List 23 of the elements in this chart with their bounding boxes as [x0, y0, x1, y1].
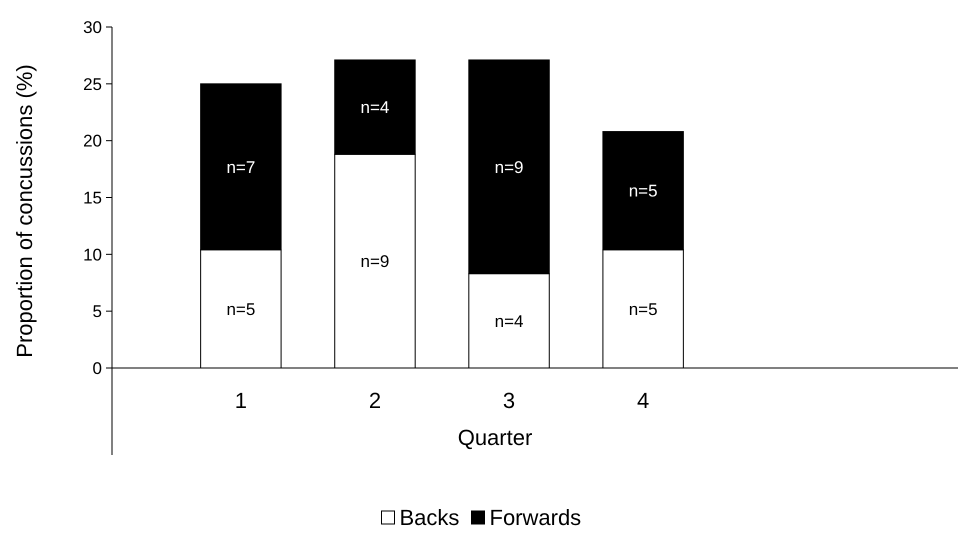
y-tick-label: 20	[83, 132, 102, 151]
legend-label: Forwards	[490, 505, 582, 530]
y-tick-label: 5	[92, 302, 102, 322]
legend-label: Backs	[400, 505, 460, 530]
y-tick-label: 15	[83, 188, 102, 208]
annotation: n=5	[628, 300, 658, 319]
annotation: n=9	[494, 158, 524, 177]
x-axis-title: Quarter	[458, 425, 532, 450]
annotation: n=5	[628, 182, 658, 201]
annotation: n=4	[360, 98, 390, 118]
annotation: n=9	[360, 252, 390, 272]
x-tick-label: 1	[234, 388, 247, 413]
y-axis-title: Proportion of concussions (%)	[12, 64, 37, 358]
y-tick-label: 30	[83, 18, 102, 37]
annotation: n=7	[226, 158, 256, 177]
y-tick-label: 10	[83, 245, 102, 264]
x-tick-label: 2	[368, 388, 382, 413]
y-tick-label: 0	[92, 359, 102, 378]
y-tick-label: 25	[83, 74, 102, 94]
annotation: n=5	[226, 300, 256, 319]
x-tick-label: 3	[502, 388, 516, 413]
x-tick-label: 4	[637, 388, 650, 413]
annotation: n=4	[494, 312, 524, 331]
